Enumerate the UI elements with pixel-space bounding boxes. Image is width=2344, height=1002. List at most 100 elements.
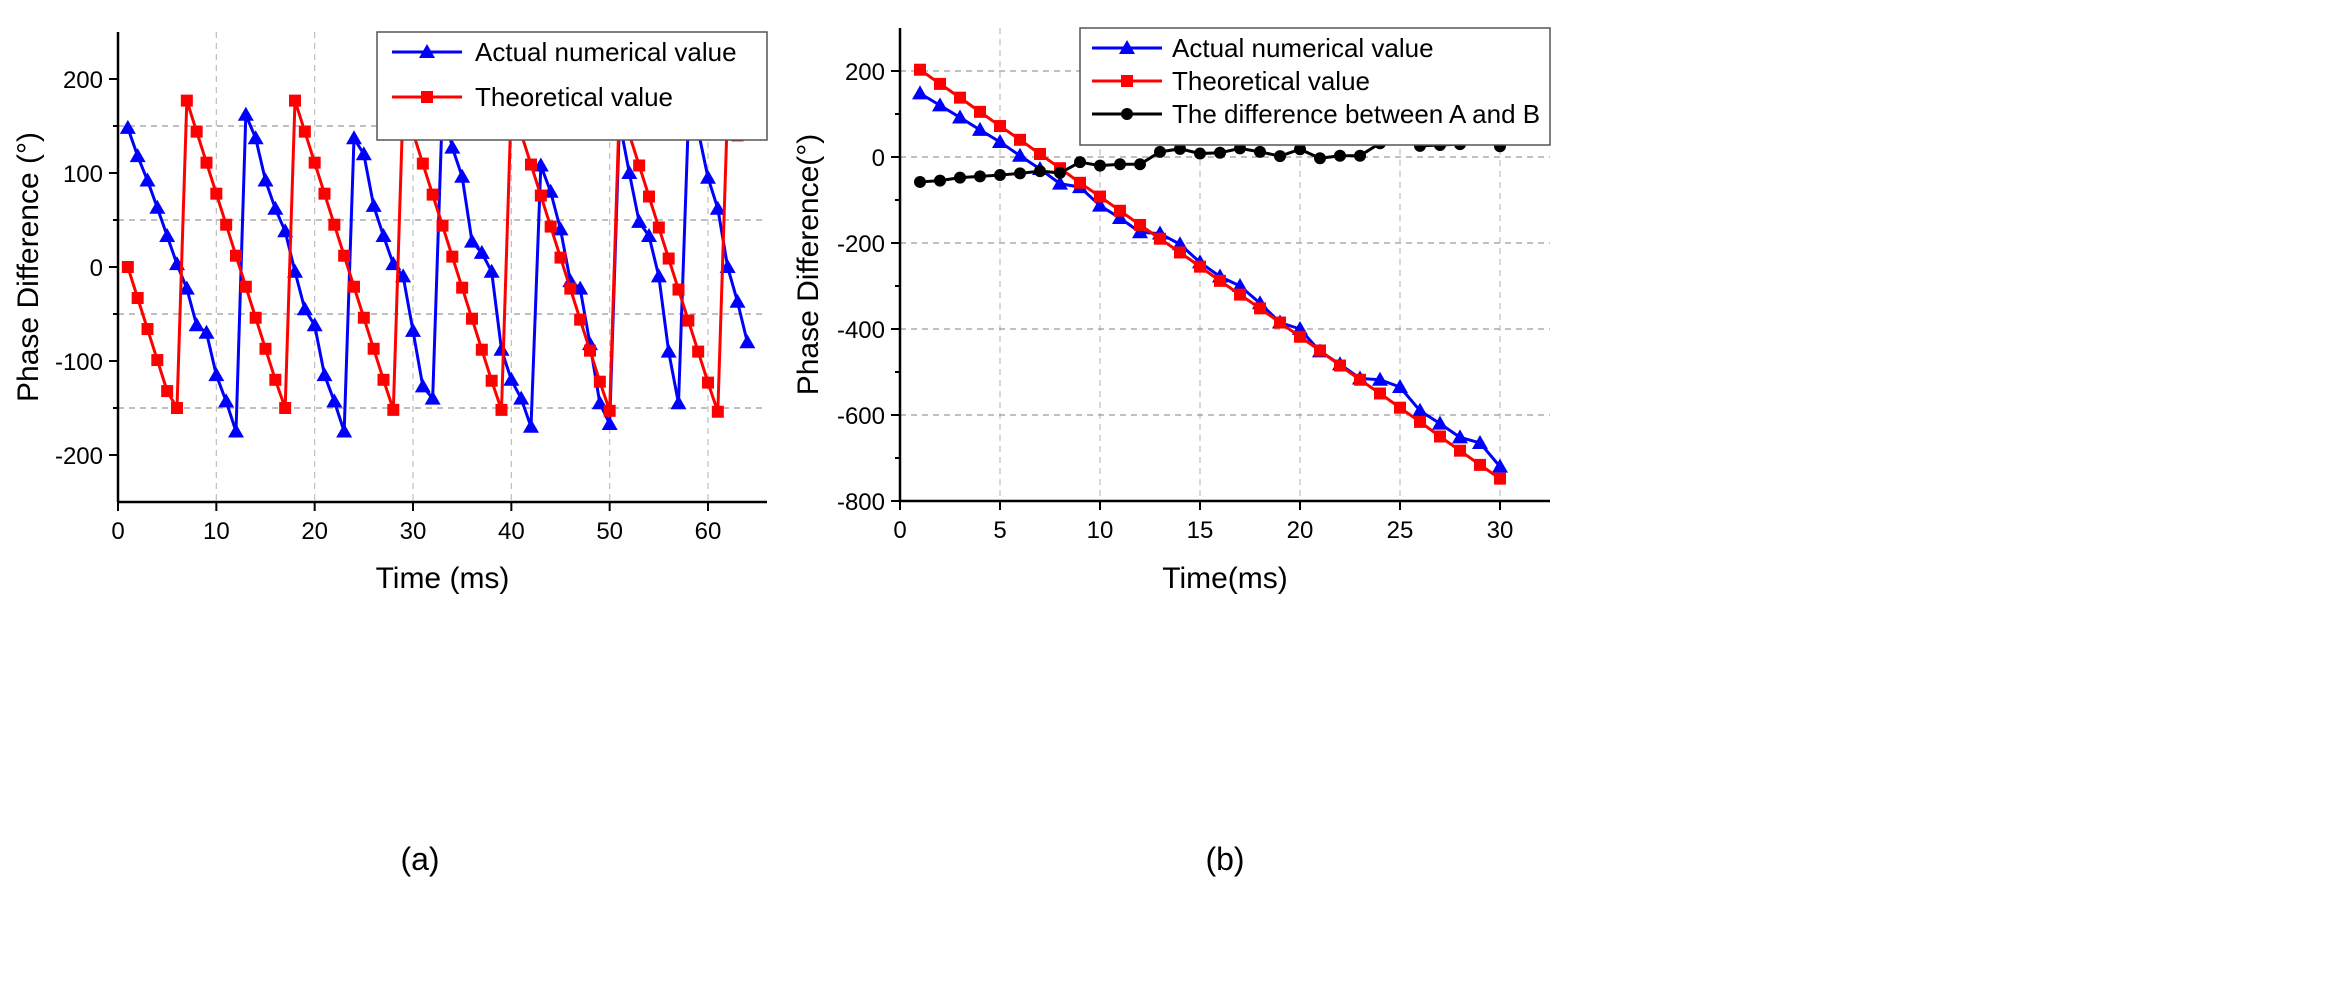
legend-label: Theoretical value bbox=[475, 82, 673, 112]
y-tick-label: 200 bbox=[63, 67, 103, 94]
data-point bbox=[631, 213, 648, 228]
data-point bbox=[367, 342, 380, 355]
data-point bbox=[652, 221, 665, 234]
panel-caption: (b) bbox=[1205, 841, 1244, 877]
chart-b: 0 5 10 15 20 25 30 -800 -600 -400 -200 0 200 Time(ms)… bbox=[792, 27, 1551, 877]
data-point bbox=[523, 418, 539, 433]
data-point bbox=[954, 171, 966, 184]
x-tick-label: 10 bbox=[203, 518, 230, 545]
x-tick-label: 30 bbox=[400, 518, 427, 545]
data-point bbox=[1132, 224, 1148, 239]
series-square bbox=[914, 63, 1506, 485]
data-point bbox=[338, 249, 351, 262]
y-tick-label: -400 bbox=[837, 317, 885, 344]
series-line bbox=[126, 104, 749, 432]
data-point bbox=[1114, 204, 1126, 217]
data-point bbox=[121, 261, 134, 273]
x-tick-label: 15 bbox=[1187, 517, 1214, 544]
data-point bbox=[1314, 344, 1326, 357]
data-point bbox=[159, 227, 176, 242]
data-point bbox=[444, 139, 461, 154]
data-point bbox=[308, 156, 321, 169]
legend-label: Actual numerical value bbox=[475, 37, 737, 67]
data-point bbox=[593, 375, 606, 388]
data-point bbox=[208, 367, 225, 382]
data-point bbox=[702, 376, 714, 389]
data-point bbox=[1434, 430, 1446, 443]
data-point bbox=[131, 292, 144, 305]
data-point bbox=[994, 120, 1006, 133]
data-point bbox=[601, 415, 618, 430]
data-point bbox=[495, 403, 508, 416]
data-point bbox=[1112, 210, 1128, 225]
data-point bbox=[1234, 288, 1246, 301]
data-point bbox=[1134, 218, 1146, 231]
data-point bbox=[934, 174, 946, 187]
x-tick-label: 5 bbox=[993, 517, 1006, 544]
data-point bbox=[952, 109, 968, 124]
data-point bbox=[554, 251, 567, 264]
data-point bbox=[416, 157, 429, 170]
y-tick-label: -800 bbox=[837, 489, 885, 516]
data-point bbox=[464, 233, 480, 248]
data-point bbox=[1294, 143, 1306, 156]
legend: Actual numerical value Theoretical value bbox=[376, 31, 768, 141]
legend-label: Theoretical value bbox=[1172, 66, 1370, 96]
data-point bbox=[375, 227, 392, 242]
data-point bbox=[239, 280, 252, 293]
data-point bbox=[1374, 387, 1386, 400]
data-point bbox=[1372, 371, 1388, 386]
x-tick-label: 60 bbox=[695, 518, 722, 545]
data-point bbox=[485, 374, 498, 387]
y-tick-label: 0 bbox=[872, 145, 885, 172]
legend-box bbox=[376, 31, 768, 141]
data-point bbox=[1354, 149, 1366, 162]
data-point bbox=[318, 187, 331, 200]
data-point bbox=[1034, 147, 1046, 160]
data-point bbox=[1012, 147, 1028, 162]
data-point bbox=[662, 252, 675, 265]
data-point bbox=[316, 367, 333, 382]
y-axis-title: Phase Difference(°) bbox=[792, 134, 825, 396]
data-point bbox=[119, 119, 136, 134]
data-point bbox=[483, 263, 500, 278]
data-point bbox=[247, 130, 264, 145]
data-point bbox=[932, 97, 948, 112]
data-point bbox=[1194, 147, 1206, 160]
data-point bbox=[1412, 402, 1428, 417]
data-point bbox=[1154, 145, 1166, 158]
data-point bbox=[326, 393, 343, 408]
data-point bbox=[1194, 260, 1206, 273]
data-point bbox=[1154, 232, 1166, 245]
series-triangle bbox=[119, 97, 756, 438]
data-point bbox=[287, 263, 303, 278]
data-point bbox=[269, 373, 282, 386]
data-point bbox=[249, 311, 262, 324]
data-point bbox=[180, 94, 193, 107]
data-point bbox=[1214, 146, 1226, 159]
data-point bbox=[198, 324, 215, 339]
data-point bbox=[643, 190, 655, 203]
data-point bbox=[1074, 156, 1086, 169]
x-tick-label: 20 bbox=[301, 518, 328, 545]
data-point bbox=[974, 105, 986, 118]
data-point bbox=[296, 301, 313, 316]
data-point bbox=[200, 156, 213, 169]
data-point bbox=[1432, 415, 1448, 430]
data-point bbox=[267, 200, 284, 215]
data-point bbox=[348, 280, 360, 293]
data-point bbox=[1114, 158, 1126, 171]
data-point bbox=[473, 244, 490, 259]
data-point bbox=[1454, 444, 1466, 457]
data-point bbox=[564, 282, 577, 295]
data-point bbox=[1472, 434, 1488, 449]
data-point bbox=[1174, 246, 1186, 259]
data-point bbox=[365, 197, 382, 212]
data-point bbox=[672, 283, 685, 296]
data-point bbox=[377, 373, 390, 386]
data-point bbox=[149, 199, 166, 214]
data-point bbox=[934, 77, 946, 90]
data-point bbox=[1314, 152, 1326, 165]
data-point bbox=[574, 313, 587, 326]
